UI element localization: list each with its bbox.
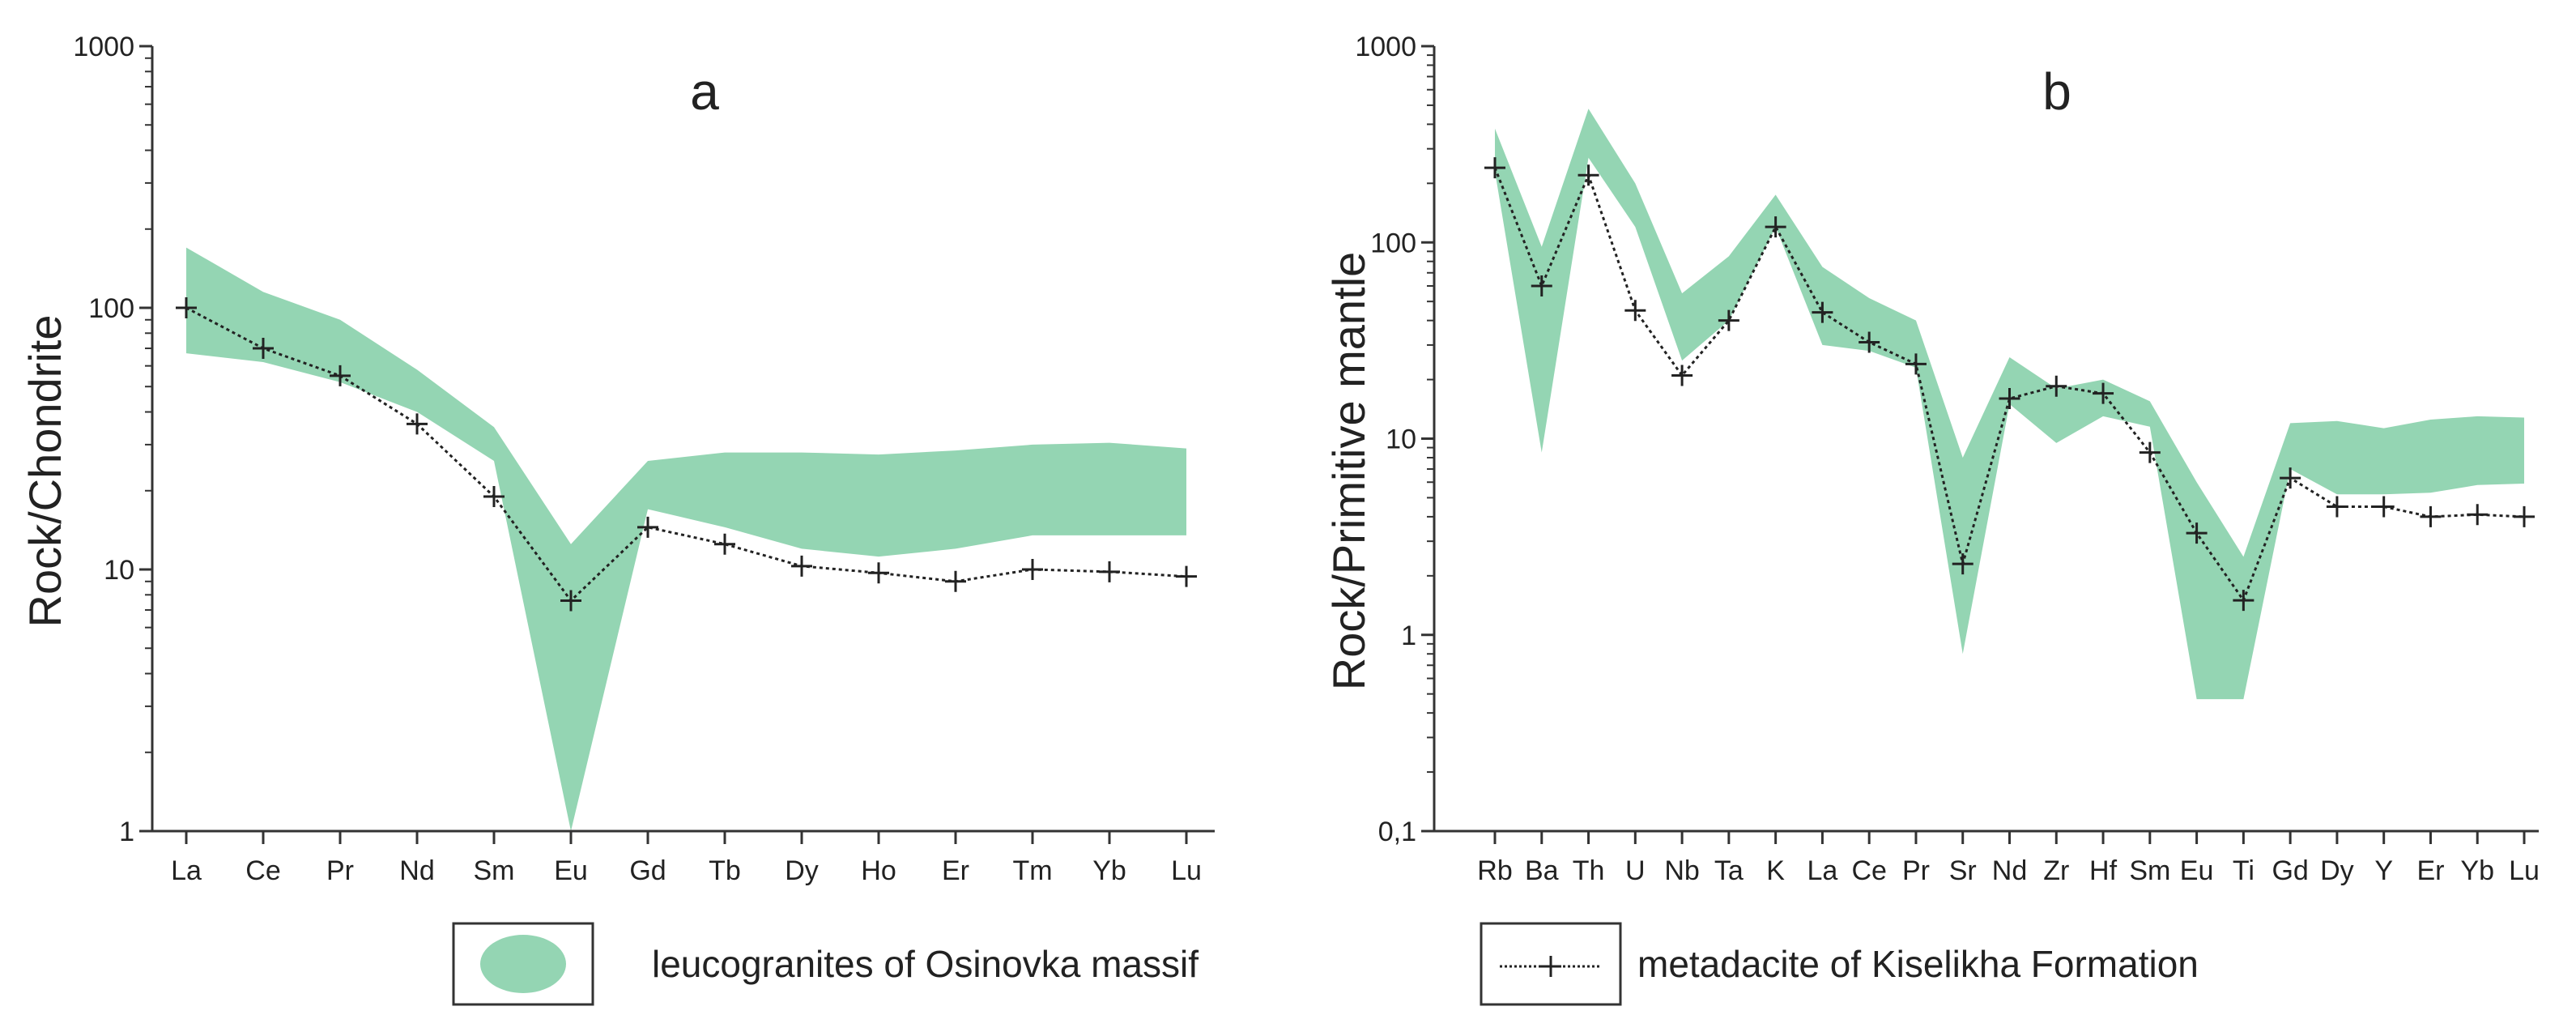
x-tick-label-Th: Th [1573, 855, 1605, 886]
x-tick-label-Gd: Gd [2272, 855, 2308, 886]
series-line [185, 306, 1187, 603]
data-point-Yb [2467, 504, 2489, 526]
x-tick-label-Hf: Hf [2089, 855, 2118, 886]
data-point-U [1624, 300, 1646, 322]
legend-line-label: metadacite of Kiselikha Formation [1637, 943, 2199, 985]
x-tick-label-Ho: Ho [861, 855, 896, 886]
data-point-Lu [2514, 505, 2535, 527]
panel-b: 0,1 1 10 100 1000 Rb Ba Th U Nb Ta K La Ce Pr Sr Nd Zr Hf S… [1323, 32, 2540, 886]
data-point-Ba [1531, 275, 1552, 296]
data-point-Rb [1484, 157, 1505, 179]
panel-title: b [2042, 62, 2071, 121]
x-tick-label-Er: Er [942, 855, 969, 886]
x-tick-label-Er: Er [2416, 855, 2444, 886]
x-tick-label-Ba: Ba [1525, 855, 1559, 886]
x-tick-label-Nd: Nd [1992, 855, 2027, 886]
x-tick-label-Yb: Yb [2460, 855, 2494, 886]
data-point-La [176, 297, 197, 318]
range-band [186, 247, 1186, 831]
y-tick-label: 1 [1401, 620, 1416, 651]
legend: leucogranites of Osinovka massif metadac… [452, 922, 2199, 1006]
x-tick-label-Zr: Zr [2043, 855, 2069, 886]
data-point-Ce [253, 338, 274, 360]
y-tick-label: 10 [1386, 424, 1416, 455]
data-point-Eu [2186, 522, 2208, 544]
x-tick-label-Y: Y [2374, 855, 2393, 886]
data-point-Gd [2280, 467, 2301, 489]
data-point-Yb [1099, 561, 1120, 582]
panel-title: a [690, 62, 719, 121]
data-point-Ti [2233, 590, 2255, 612]
x-tick-label-Dy: Dy [2320, 855, 2354, 886]
x-tick-label-Sm: Sm [2129, 855, 2170, 886]
x-tick-label-Sr: Sr [1949, 855, 1977, 886]
legend-band-label: leucogranites of Osinovka massif [652, 943, 1199, 985]
data-point-Lu [1176, 565, 1197, 587]
y-tick-label: 100 [88, 293, 134, 324]
data-point-Gd [637, 516, 658, 538]
x-tick-label-Ti: Ti [2233, 855, 2255, 886]
y-tick-label: 1000 [1355, 32, 1416, 62]
x-tick-label-Rb: Rb [1477, 855, 1512, 886]
data-point-K [1765, 216, 1786, 238]
x-tick-label-Ce: Ce [1851, 855, 1886, 886]
data-point-Sm [2139, 441, 2161, 463]
x-tick-label-La: La [171, 855, 202, 886]
y-axis-label: Rock/Chondrite [19, 315, 70, 628]
x-tick-label-Dy: Dy [785, 855, 819, 886]
legend-plus-marker [1540, 956, 1561, 977]
data-point-Nd [1999, 388, 2020, 410]
data-point-Pr [330, 365, 351, 386]
y-tick-label: 1 [119, 817, 134, 847]
x-tick-label-Ce: Ce [245, 855, 280, 886]
data-point-Sr [1952, 553, 1974, 575]
x-tick-label-Lu: Lu [1171, 855, 1202, 886]
x-tick-label-Lu: Lu [2509, 855, 2540, 886]
data-point-Ce [1859, 331, 1880, 353]
x-tick-label-Ta: Ta [1714, 855, 1744, 886]
y-tick-label: 0,1 [1378, 817, 1416, 847]
data-point-Sm [483, 485, 505, 507]
data-point-Hf [2093, 382, 2114, 404]
x-tick-label-Tb: Tb [709, 855, 741, 886]
data-point-Er [2420, 505, 2442, 527]
data-point-La [1812, 301, 1833, 323]
data-point-Y [2373, 496, 2395, 518]
data-point-Eu [560, 590, 581, 612]
y-axis-label: Rock/Primitive mantle [1323, 252, 1374, 690]
data-point-Nd [407, 413, 428, 435]
y-tick-label: 1000 [73, 32, 134, 62]
series-line [1493, 167, 2525, 603]
data-point-Dy [791, 555, 812, 577]
x-tick-label-Tm: Tm [1012, 855, 1052, 886]
x-tick-label-La: La [1807, 855, 1837, 886]
data-point-Dy [2326, 496, 2348, 518]
data-point-Tb [714, 533, 735, 555]
panel-a: 1 10 100 1000 La Ce Pr Nd Sm Eu Gd Tb Dy Ho Er Tm Yb Lu a R… [19, 32, 1215, 886]
data-point-Th [1578, 164, 1599, 186]
data-point-Zr [2046, 375, 2067, 397]
data-point-Nb [1671, 365, 1693, 386]
x-tick-label-Nb: Nb [1664, 855, 1699, 886]
x-tick-label-K: K [1766, 855, 1785, 886]
data-point-Er [945, 570, 966, 592]
x-tick-label-Gd: Gd [629, 855, 666, 886]
data-point-Tm [1022, 559, 1043, 580]
x-tick-label-Eu: Eu [554, 855, 588, 886]
data-point-Ta [1718, 309, 1739, 331]
data-point-Pr [1905, 353, 1927, 375]
data-point-Ho [868, 562, 889, 584]
x-tick-label-U: U [1625, 855, 1646, 886]
legend-band-swatch [480, 935, 566, 993]
y-tick-label: 10 [104, 555, 134, 586]
x-tick-label-Nd: Nd [399, 855, 434, 886]
x-tick-label-Pr: Pr [1902, 855, 1930, 886]
x-tick-label-Eu: Eu [2180, 855, 2214, 886]
x-tick-label-Pr: Pr [326, 855, 354, 886]
x-tick-label-Sm: Sm [474, 855, 515, 886]
y-tick-label: 100 [1370, 228, 1416, 258]
x-tick-label-Yb: Yb [1092, 855, 1126, 886]
